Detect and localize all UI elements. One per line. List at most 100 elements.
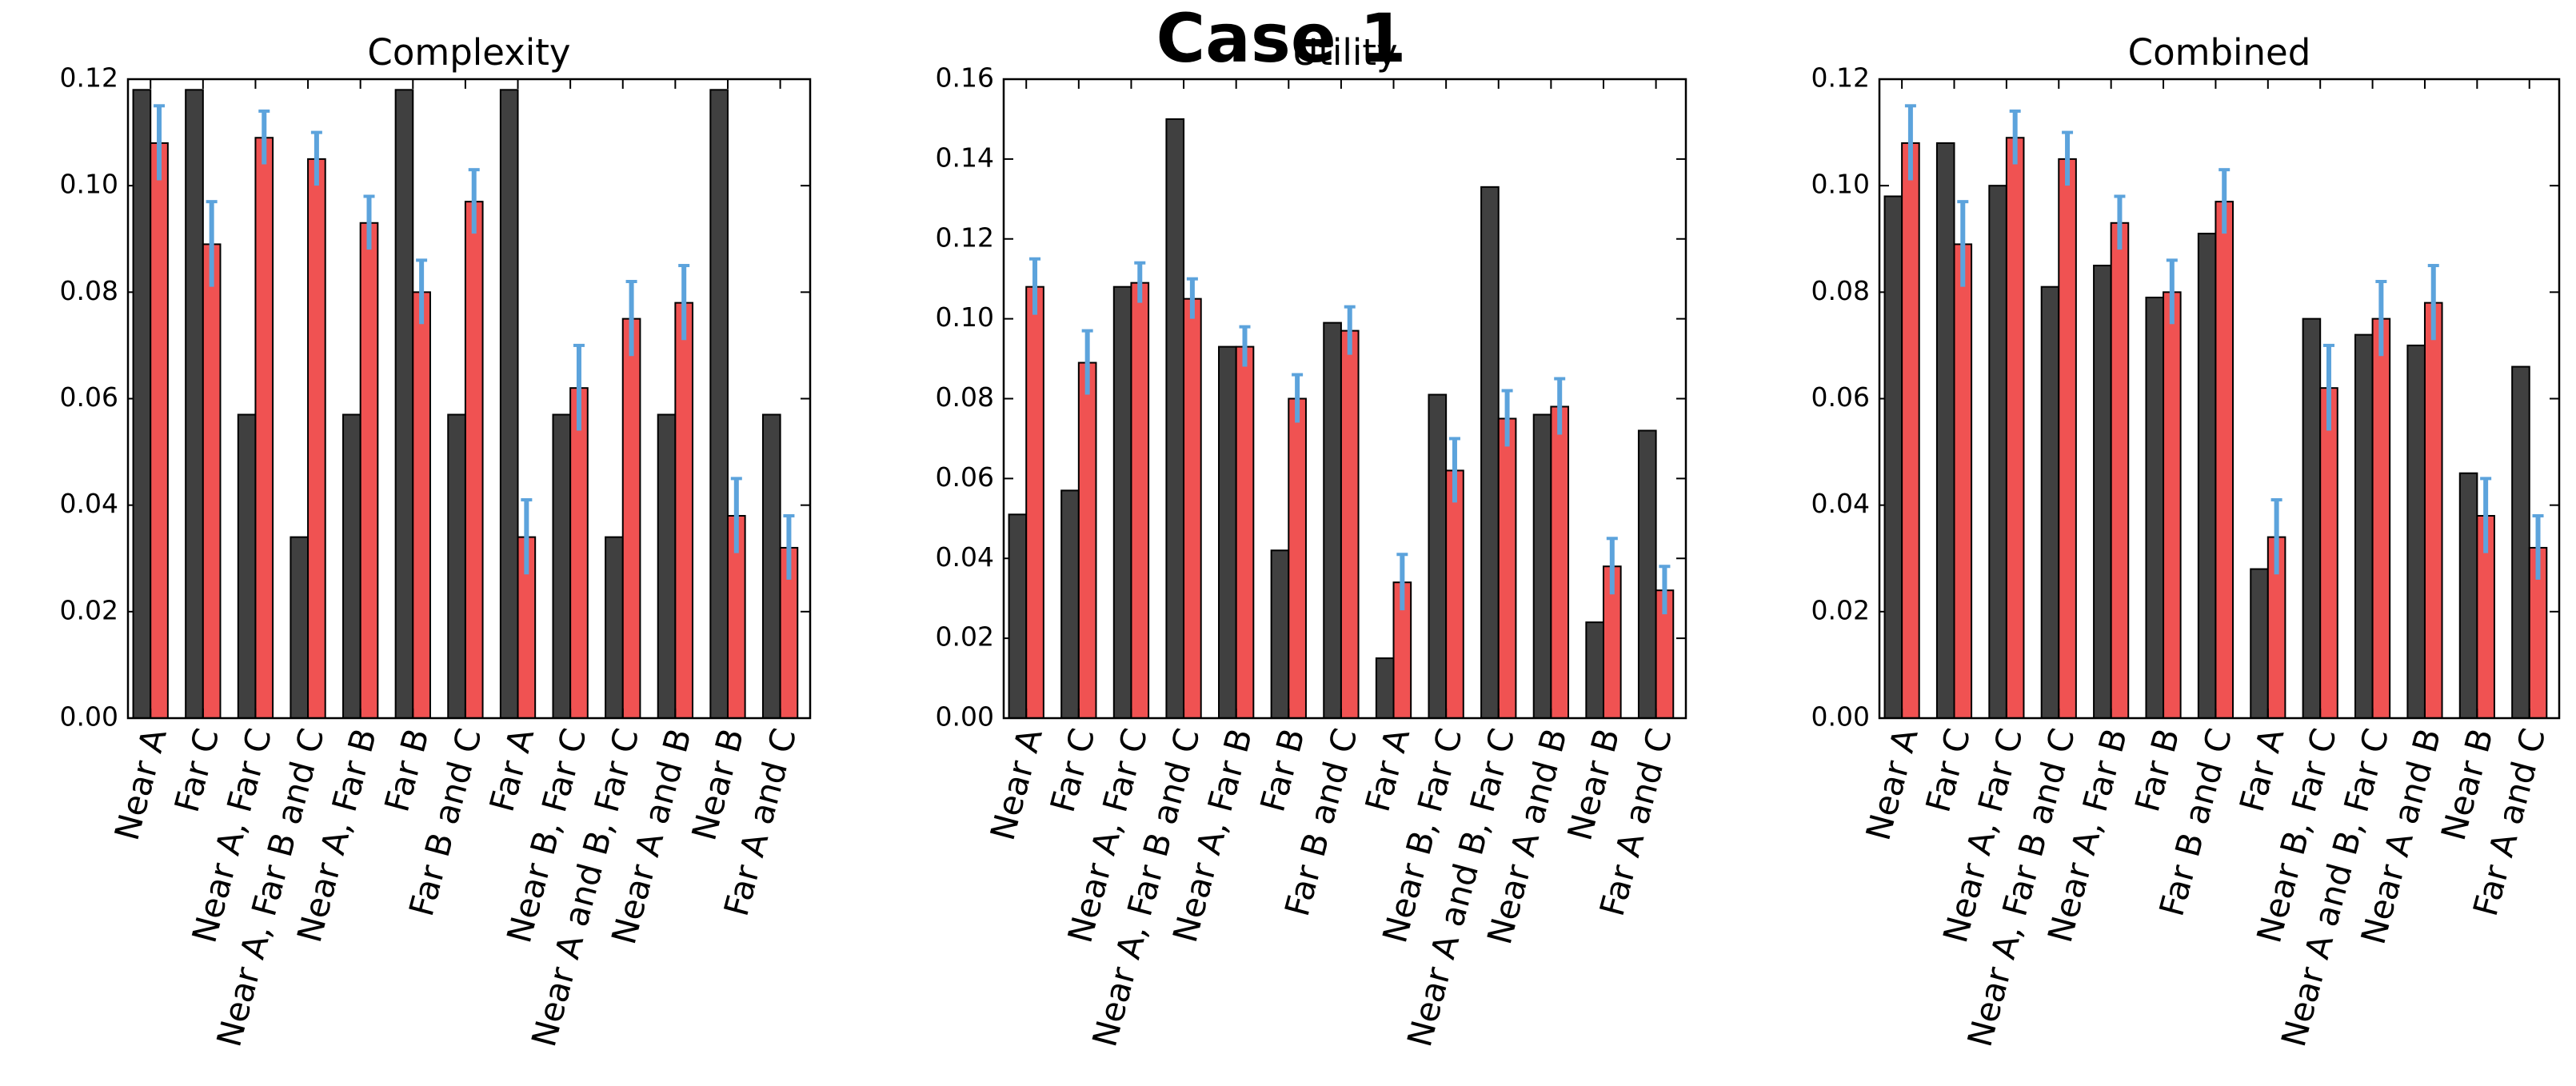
bar (2371, 317, 2391, 719)
bar (674, 301, 694, 719)
bar (1883, 195, 1903, 719)
bar (2058, 158, 2077, 719)
bar (290, 536, 310, 719)
bar (2145, 296, 2165, 720)
x-tick-label: Far A (1358, 724, 1418, 816)
subplot: Combined 0.00 0.02 0.04 0.06 0.08 0.10 0.12 Near… (1811, 31, 2561, 1051)
bar (1288, 397, 1307, 719)
bar (1340, 329, 1360, 719)
y-tick-label: 0.08 (60, 275, 118, 306)
y-tick-label: 0.12 (1811, 62, 1870, 94)
bar (1532, 413, 1552, 719)
bar (2423, 301, 2443, 719)
y-tick-label: 0.02 (936, 621, 994, 653)
subplot-title: Combined (2128, 31, 2311, 74)
x-tick-label: Far C (1918, 725, 1978, 816)
y-tick-label: 0.00 (1811, 701, 1870, 733)
bar (2040, 285, 2060, 719)
y-tick-label: 0.10 (1811, 169, 1870, 200)
y-tick-label: 0.04 (936, 541, 994, 573)
bar (447, 413, 466, 719)
bar (185, 89, 204, 720)
x-tick-label: Far A (2232, 724, 2292, 816)
bar (499, 89, 519, 720)
bar (709, 89, 729, 720)
bar (150, 142, 169, 719)
bar (2110, 222, 2130, 719)
y-tick-label: 0.06 (60, 381, 118, 413)
x-tick-label: Far B (1252, 725, 1312, 816)
bar (1008, 513, 1028, 719)
x-tick-label: Near A (1859, 724, 1926, 844)
bar (569, 387, 589, 719)
y-tick-label: 0.06 (1811, 381, 1870, 413)
subplot: Utility 0.00 0.02 0.04 0.06 0.08 0.10 0.12 0.14 0… (936, 31, 1687, 1051)
bar (2005, 137, 2025, 720)
bar (307, 158, 326, 719)
bar (2319, 387, 2338, 719)
y-tick-label: 0.02 (60, 594, 118, 625)
axes-frame (1002, 78, 1687, 720)
subplot-title: Utility (1292, 31, 1397, 74)
bar (552, 413, 572, 719)
y-tick-label: 0.12 (60, 62, 118, 94)
y-tick-label: 0.14 (936, 142, 994, 173)
bar (2354, 333, 2374, 719)
subplot-title: Complexity (367, 31, 570, 74)
axes-frame (126, 78, 812, 720)
y-tick-label: 0.08 (936, 381, 994, 413)
bar (2250, 568, 2269, 719)
bar (1375, 657, 1395, 719)
y-tick-label: 0.00 (936, 701, 994, 733)
x-tick-label: Far A (482, 724, 542, 816)
bar (657, 413, 677, 719)
y-tick-label: 0.08 (1811, 275, 1870, 306)
y-tick-label: 0.10 (60, 169, 118, 200)
bar (2197, 233, 2217, 719)
bar (132, 89, 152, 720)
figure-title: Case 1 (1156, 0, 1407, 78)
bar (1497, 417, 1517, 719)
y-tick-label: 0.02 (1811, 594, 1870, 625)
x-tick-label: Far C (167, 725, 227, 816)
bar (2511, 365, 2530, 719)
bar (2163, 291, 2182, 720)
bar (2093, 265, 2112, 719)
bar (1445, 469, 1464, 719)
bar (621, 317, 641, 719)
bar (2458, 472, 2478, 719)
bar (237, 413, 257, 719)
bar (2302, 317, 2322, 719)
bar (1480, 186, 1500, 720)
bar (412, 291, 431, 720)
x-tick-label: Far B (2127, 725, 2187, 816)
y-tick-label: 0.12 (936, 222, 994, 253)
y-tick-label: 0.16 (936, 62, 994, 94)
bar (1953, 243, 1973, 719)
bar (342, 413, 361, 719)
bar (2406, 344, 2426, 719)
y-tick-label: 0.00 (60, 701, 118, 733)
x-tick-label: Far C (1043, 725, 1103, 816)
bar (1935, 142, 1955, 719)
bar (1077, 361, 1097, 719)
bar (1025, 285, 1044, 719)
bar (1901, 142, 1920, 719)
axes-frame (1878, 78, 2561, 720)
y-tick-label: 0.04 (1811, 488, 1870, 519)
bar (1130, 281, 1150, 719)
x-tick-label: Far B (377, 725, 437, 816)
y-tick-label: 0.06 (936, 461, 994, 493)
bar (1428, 393, 1448, 719)
subplot: Complexity 0.00 0.02 0.04 0.06 0.08 0.10 0.12 Ne… (60, 31, 812, 1051)
bar (1585, 621, 1604, 720)
bar (1218, 345, 1237, 719)
bar (605, 536, 624, 719)
bar (761, 413, 781, 719)
bar (1235, 345, 1255, 719)
bar (1060, 489, 1080, 719)
bar (464, 201, 484, 719)
x-tick-label: Near A (107, 724, 174, 844)
bar (1637, 429, 1657, 719)
